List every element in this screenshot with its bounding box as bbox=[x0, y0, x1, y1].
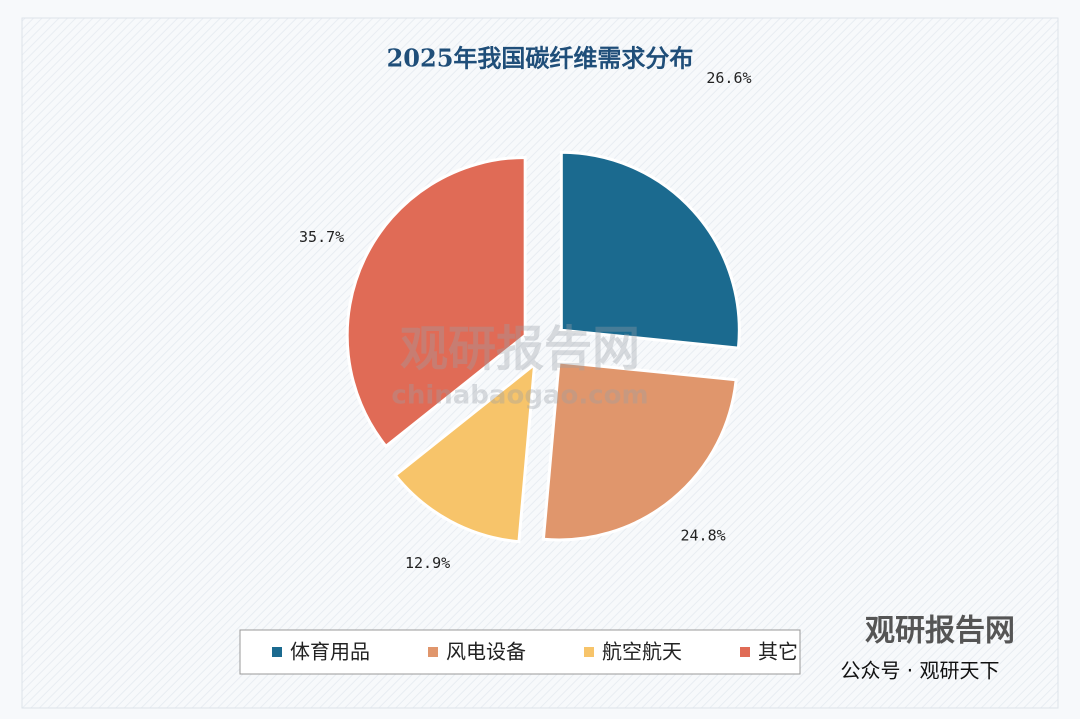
pie: 26.6% 24.8% 12.9% 35.7% bbox=[299, 69, 752, 572]
legend-label: 风电设备 bbox=[446, 640, 526, 664]
value-label: 26.6% bbox=[706, 69, 751, 87]
legend-swatch bbox=[272, 647, 282, 657]
chart-title: 2025年我国碳纤维需求分布 bbox=[387, 44, 694, 73]
legend-swatch bbox=[428, 647, 438, 657]
value-label: 12.9% bbox=[405, 554, 450, 572]
pie-slice bbox=[345, 155, 527, 449]
pie-slice bbox=[559, 150, 741, 350]
legend-swatch bbox=[740, 647, 750, 657]
watermark-brand-corner: 观研报告网 bbox=[865, 614, 1015, 649]
plot-frame bbox=[21, 17, 1059, 709]
legend: 体育用品 风电设备 航空航天 其它 bbox=[272, 640, 798, 664]
legend-label: 体育用品 bbox=[290, 640, 370, 664]
legend-swatch bbox=[584, 647, 594, 657]
value-label: 24.8% bbox=[681, 527, 726, 545]
pie-slice bbox=[393, 361, 537, 544]
watermark-brand: 观研报告网 bbox=[400, 321, 640, 377]
value-label: 35.7% bbox=[299, 228, 344, 246]
legend-label: 航空航天 bbox=[602, 640, 682, 664]
watermark-account: 公众号 · 观研天下 bbox=[840, 659, 999, 683]
pie-slice bbox=[541, 360, 738, 542]
legend-box bbox=[239, 629, 801, 675]
legend-label: 其它 bbox=[758, 640, 798, 664]
watermark-site: chinabaogao.com bbox=[391, 381, 648, 411]
